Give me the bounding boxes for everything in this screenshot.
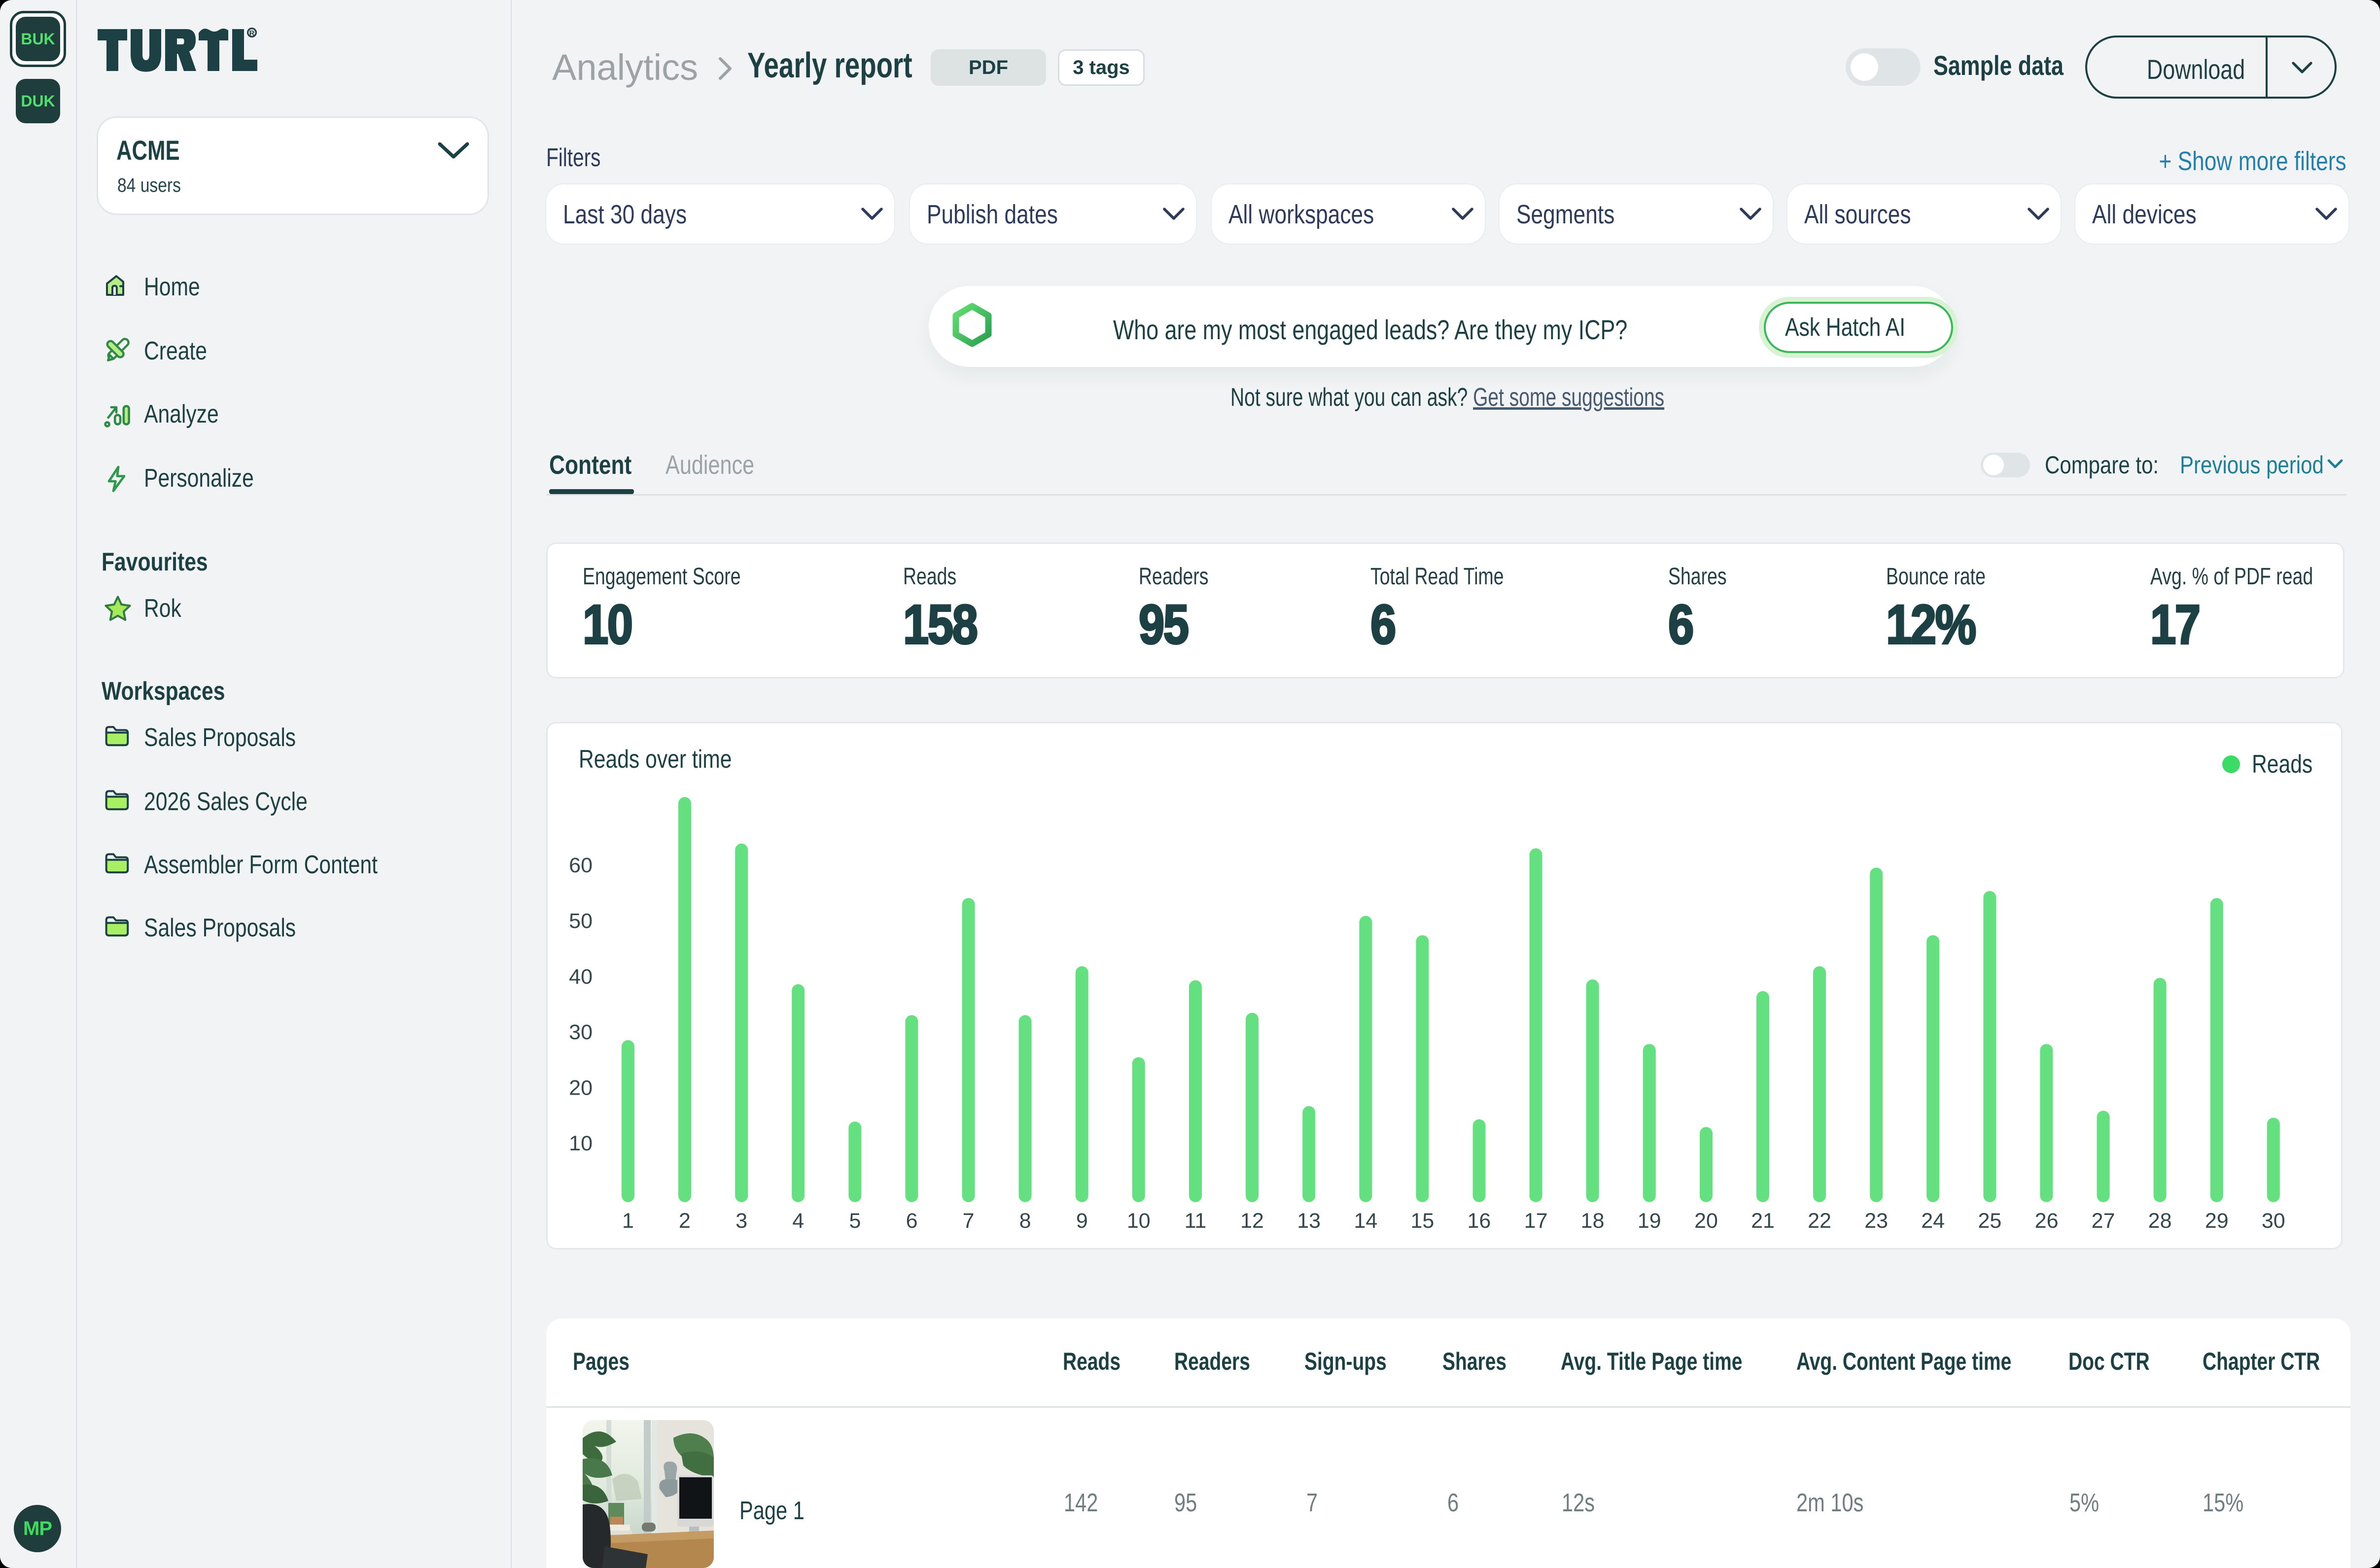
svg-text:16: 16 bbox=[1467, 1209, 1491, 1233]
svg-text:2: 2 bbox=[679, 1209, 691, 1233]
svg-text:60: 60 bbox=[569, 854, 593, 877]
svg-text:15: 15 bbox=[1410, 1209, 1434, 1233]
svg-text:18: 18 bbox=[1581, 1209, 1605, 1233]
svg-text:21: 21 bbox=[1751, 1209, 1775, 1233]
svg-text:12: 12 bbox=[1240, 1209, 1264, 1233]
svg-text:25: 25 bbox=[1978, 1209, 2001, 1233]
svg-text:R: R bbox=[249, 29, 255, 37]
svg-text:1: 1 bbox=[622, 1209, 634, 1233]
svg-text:24: 24 bbox=[1921, 1209, 1945, 1233]
svg-text:22: 22 bbox=[1808, 1209, 1831, 1233]
svg-text:19: 19 bbox=[1638, 1209, 1661, 1233]
svg-text:11: 11 bbox=[1185, 1209, 1207, 1233]
svg-text:28: 28 bbox=[2148, 1209, 2172, 1233]
svg-text:13: 13 bbox=[1297, 1209, 1321, 1233]
svg-text:8: 8 bbox=[1019, 1209, 1031, 1233]
svg-text:29: 29 bbox=[2205, 1209, 2229, 1233]
svg-text:27: 27 bbox=[2092, 1209, 2115, 1233]
svg-text:17: 17 bbox=[1524, 1209, 1548, 1233]
svg-text:7: 7 bbox=[963, 1209, 975, 1233]
svg-text:23: 23 bbox=[1864, 1209, 1888, 1233]
svg-text:10: 10 bbox=[1127, 1209, 1151, 1233]
svg-text:9: 9 bbox=[1076, 1209, 1088, 1233]
svg-text:4: 4 bbox=[792, 1209, 804, 1233]
svg-text:20: 20 bbox=[569, 1076, 593, 1100]
svg-text:30: 30 bbox=[569, 1021, 593, 1044]
svg-text:5: 5 bbox=[849, 1209, 861, 1233]
svg-text:3: 3 bbox=[735, 1209, 747, 1233]
svg-text:6: 6 bbox=[906, 1209, 918, 1233]
svg-text:40: 40 bbox=[569, 965, 593, 989]
svg-text:14: 14 bbox=[1354, 1209, 1377, 1233]
svg-text:26: 26 bbox=[2035, 1209, 2059, 1233]
svg-text:30: 30 bbox=[2262, 1209, 2285, 1233]
svg-text:10: 10 bbox=[569, 1132, 593, 1155]
svg-text:20: 20 bbox=[1694, 1209, 1718, 1233]
svg-text:50: 50 bbox=[569, 909, 593, 933]
